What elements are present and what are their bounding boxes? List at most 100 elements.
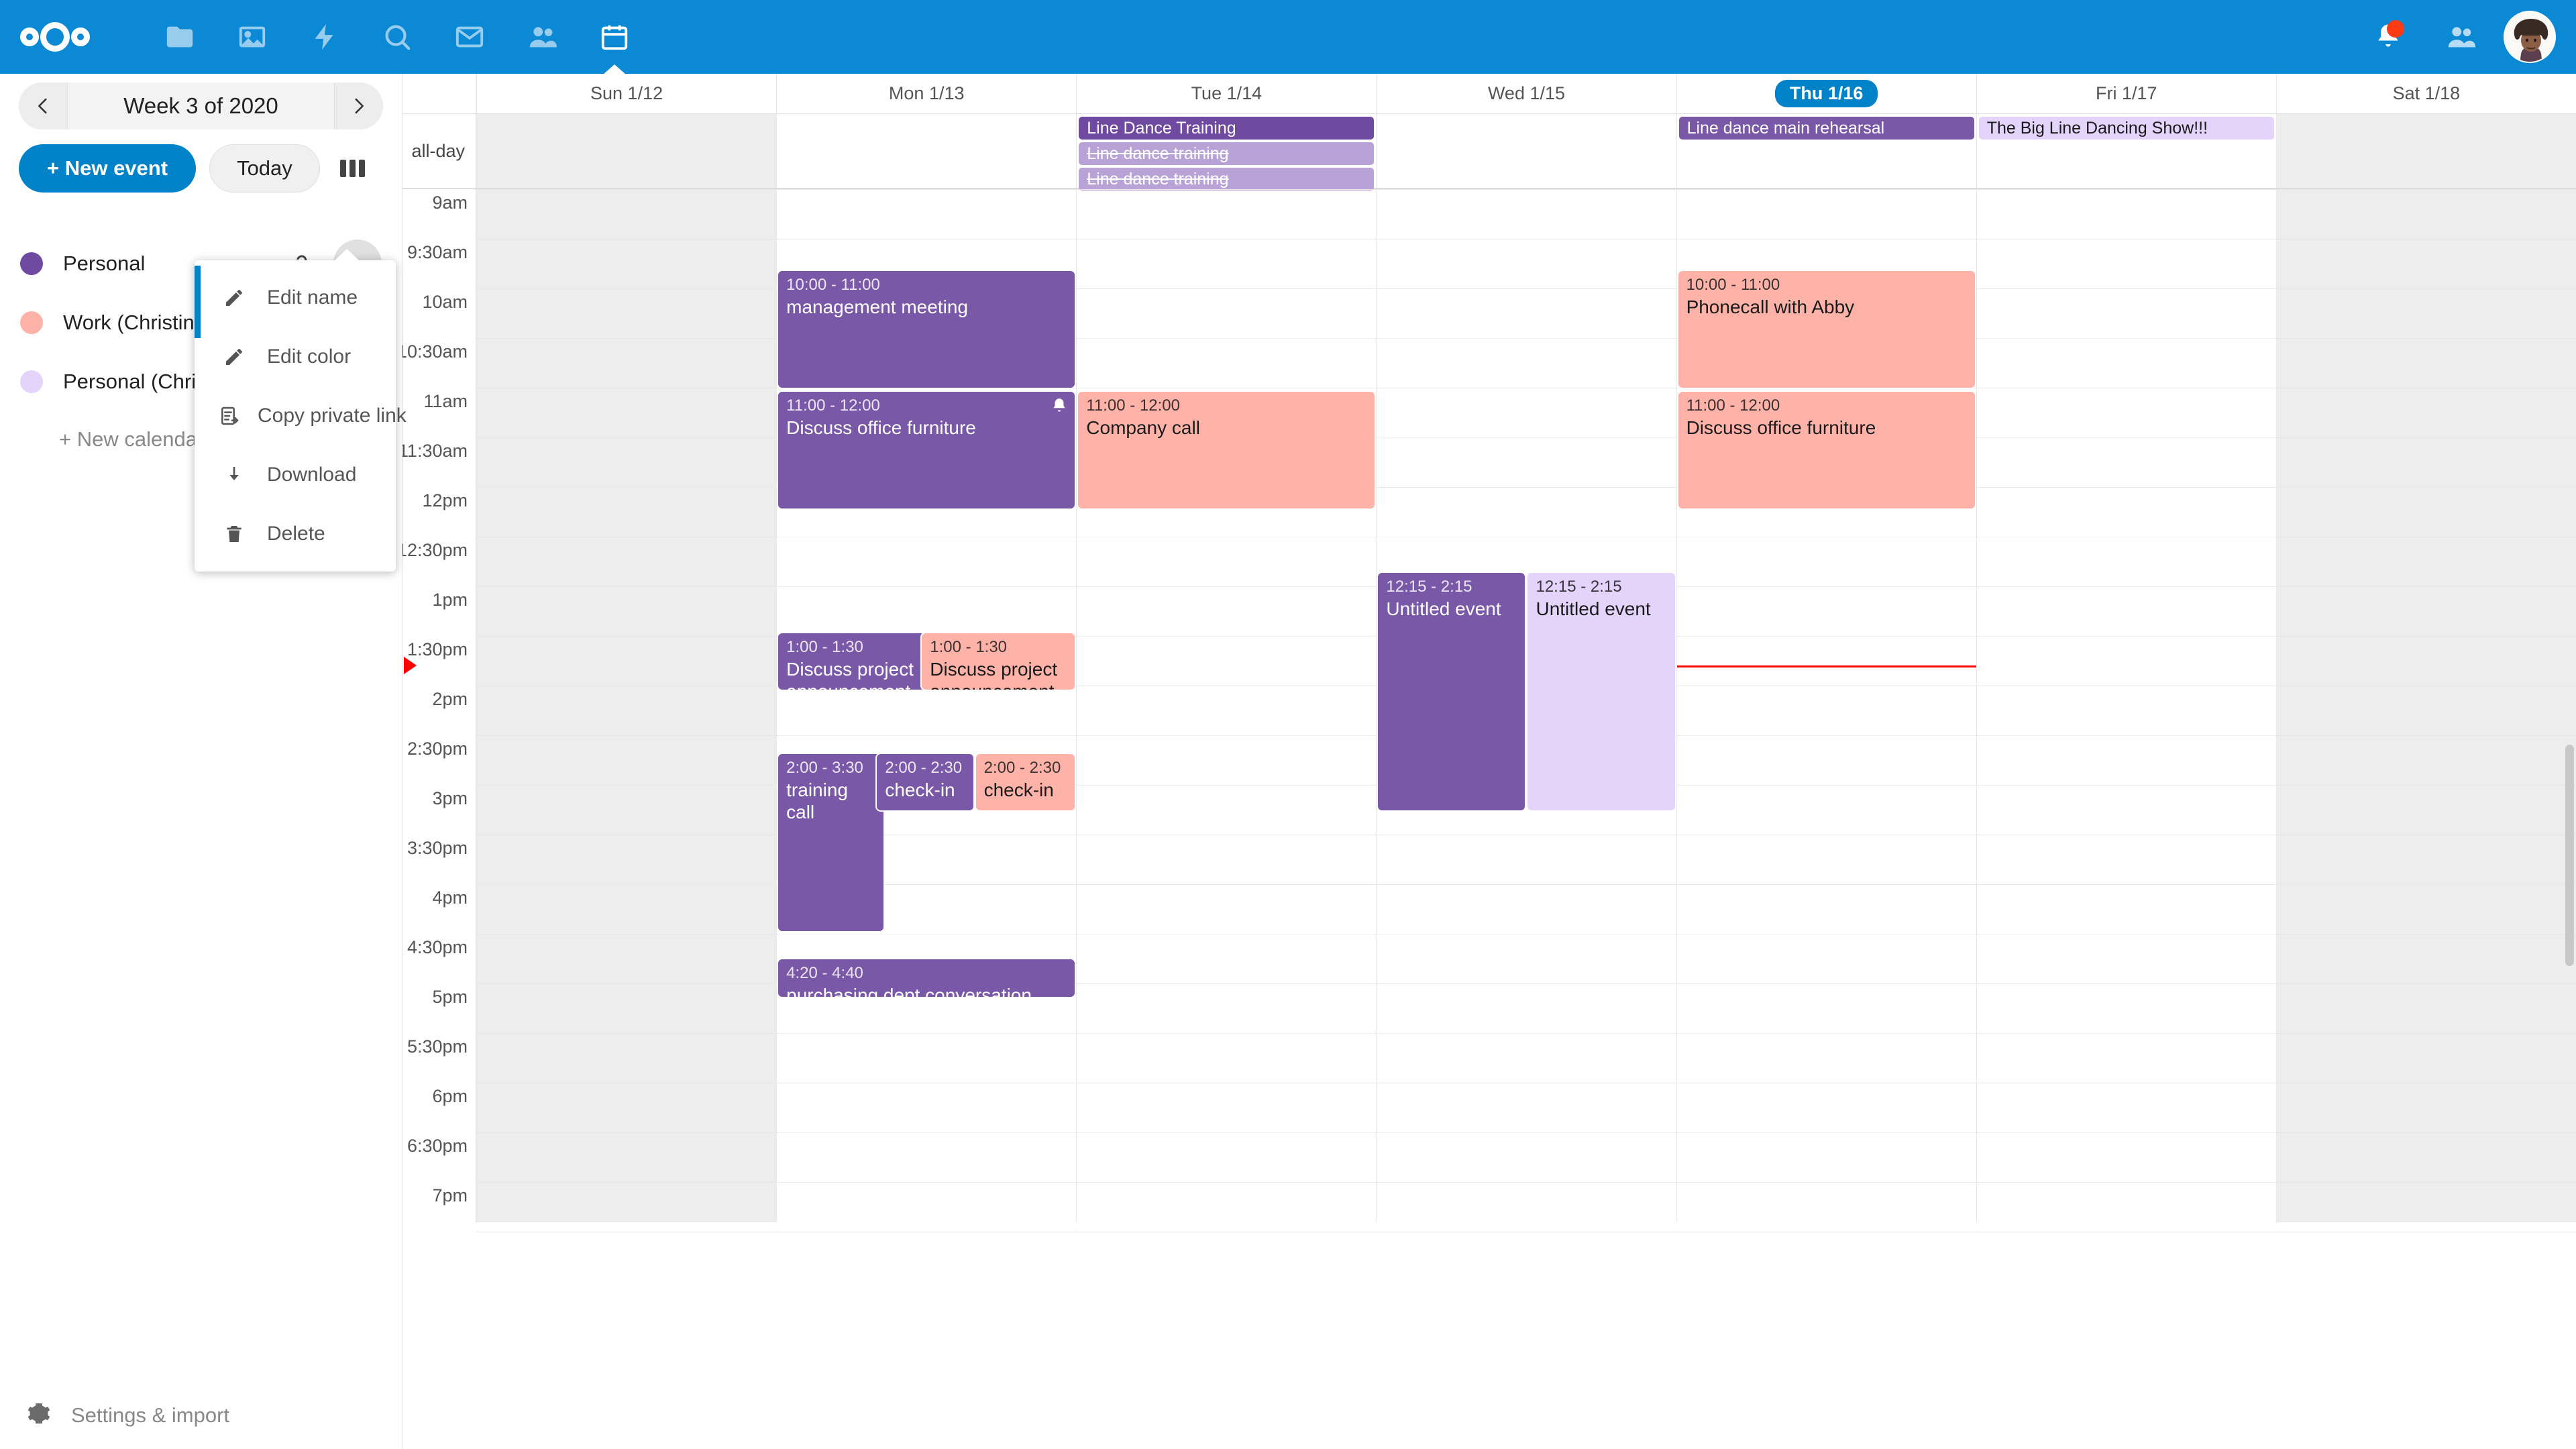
- day-column-5[interactable]: [1976, 189, 2276, 1232]
- calendar-event[interactable]: 11:00 - 12:00 Company call: [1077, 390, 1377, 510]
- grid-line: [477, 189, 777, 190]
- calendar-event[interactable]: 10:00 - 11:00 management meeting: [777, 270, 1077, 389]
- day-column-1[interactable]: 10:00 - 11:00 management meeting 11:00 - 1…: [776, 189, 1077, 1232]
- day-header-2[interactable]: Tue 1/14: [1076, 74, 1376, 113]
- avatar[interactable]: [2504, 11, 2556, 63]
- event-time: 2:00 - 2:30: [885, 759, 963, 777]
- day-header-5[interactable]: Fri 1/17: [1976, 74, 2276, 113]
- mail-icon[interactable]: [433, 0, 506, 74]
- all-day-event[interactable]: Line Dance Training: [1079, 117, 1375, 140]
- gear-icon: [27, 1401, 51, 1429]
- menu-item-download[interactable]: Download: [195, 445, 396, 504]
- files-icon[interactable]: [144, 0, 216, 74]
- new-event-button[interactable]: + New event: [19, 144, 197, 193]
- all-day-event[interactable]: Line dance training: [1079, 168, 1375, 191]
- nextcloud-logo[interactable]: [17, 21, 97, 52]
- day-header-0[interactable]: Sun 1/12: [476, 74, 776, 113]
- all-day-label: all-day: [402, 114, 476, 188]
- event-time: 1:00 - 1:30: [930, 638, 1008, 656]
- all-day-event[interactable]: Line dance main rehearsal: [1678, 117, 1974, 140]
- new-calendar-button[interactable]: + New calendar: [59, 427, 205, 451]
- grid-line: [777, 586, 1077, 587]
- day-header-3[interactable]: Wed 1/15: [1376, 74, 1676, 113]
- calendar-event[interactable]: 11:00 - 12:00 Discuss office furniture: [777, 390, 1077, 510]
- calendar-event[interactable]: 10:00 - 11:00 Phonecall with Abby: [1676, 270, 1976, 389]
- bell-icon[interactable]: [2352, 0, 2424, 74]
- settings-import-button[interactable]: Settings & import: [0, 1401, 402, 1429]
- calendar-event[interactable]: 2:00 - 2:30 check-in: [974, 753, 1077, 812]
- day-header-1[interactable]: Mon 1/13: [776, 74, 1076, 113]
- all-day-column-6[interactable]: [2275, 114, 2576, 188]
- grid-line: [1676, 1182, 1976, 1183]
- calendar-event[interactable]: 12:15 - 2:15 Untitled event: [1377, 572, 1527, 812]
- day-column-2[interactable]: 11:00 - 12:00 Company call: [1076, 189, 1377, 1232]
- grid-line: [2276, 884, 2576, 885]
- time-label: 6:30pm: [407, 1136, 468, 1156]
- all-day-event[interactable]: Line dance training: [1079, 142, 1375, 165]
- day-header-6[interactable]: Sat 1/18: [2275, 74, 2576, 113]
- all-day-column-4[interactable]: Line dance main rehearsal: [1676, 114, 1976, 188]
- calendar-event[interactable]: 2:00 - 2:30 check-in: [875, 753, 975, 812]
- calendar-event[interactable]: 4:20 - 4:40 purchasing dept conversation: [777, 958, 1077, 998]
- event-title: Discuss project announcement: [786, 658, 914, 690]
- grid-line: [1377, 288, 1676, 289]
- all-day-event[interactable]: The Big Line Dancing Show!!!: [1978, 117, 2274, 140]
- grid-line: [1676, 785, 1976, 786]
- today-button[interactable]: Today: [209, 144, 320, 193]
- calendar-event[interactable]: 11:00 - 12:00 Discuss office furniture: [1676, 390, 1976, 510]
- grid-line: [1976, 189, 2276, 190]
- day-header-row: Sun 1/12 Mon 1/13 Tue 1/14 Wed 1/15 Thu 1/16…: [402, 74, 2576, 114]
- calendar-item-personal-christine[interactable]: Personal (Christi: [0, 352, 402, 411]
- time-label: 2pm: [432, 689, 468, 709]
- grid-line: [1676, 884, 1976, 885]
- grid-line: [1377, 1033, 1676, 1034]
- time-label: 1:30pm: [407, 639, 468, 659]
- day-column-4[interactable]: 10:00 - 11:00 Phonecall with Abby 11:00 - …: [1676, 189, 1976, 1232]
- contacts-menu-icon[interactable]: [2424, 0, 2497, 74]
- contacts-icon[interactable]: [506, 0, 578, 74]
- event-time: 2:00 - 2:30: [983, 759, 1061, 777]
- all-day-column-3[interactable]: [1376, 114, 1676, 188]
- all-day-column-2[interactable]: Line Dance Training Line dance training Li…: [1076, 114, 1376, 191]
- all-day-column-0[interactable]: [476, 114, 777, 188]
- time-label: 9am: [432, 193, 468, 213]
- all-day-row: all-day Line Dance Training Line dance tr…: [402, 114, 2576, 191]
- day-label: Mon 1/13: [888, 83, 965, 103]
- photos-icon[interactable]: [216, 0, 288, 74]
- all-day-column-1[interactable]: [776, 114, 1076, 188]
- menu-item-edit-name[interactable]: Edit name: [195, 268, 396, 327]
- event-title: Discuss project announcement: [930, 658, 1058, 690]
- calendar-color-dot: [20, 252, 43, 275]
- all-day-column-5[interactable]: The Big Line Dancing Show!!!: [1976, 114, 2276, 188]
- calendar-event[interactable]: 1:00 - 1:30 Discuss project announcement: [777, 632, 945, 691]
- vertical-scrollbar[interactable]: [2565, 745, 2574, 966]
- day-column-3[interactable]: 12:15 - 2:15 Untitled event 12:15 - 2:15 Un…: [1376, 189, 1676, 1232]
- grid-line: [1976, 586, 2276, 587]
- grid-line: [1976, 437, 2276, 438]
- menu-item-delete[interactable]: Delete: [195, 504, 396, 564]
- grid-line: [1976, 636, 2276, 637]
- time-grid[interactable]: 9am 9:30am 10am 10:30am 11am 11:30am 12pm 12:30…: [402, 189, 2576, 1449]
- calendar-event[interactable]: 2:00 - 3:30 training call: [777, 753, 885, 932]
- current-period-title[interactable]: Week 3 of 2020: [67, 83, 335, 129]
- prev-week-button[interactable]: [19, 83, 67, 129]
- calendar-event[interactable]: 12:15 - 2:15 Untitled event: [1526, 572, 1676, 812]
- grid-line: [477, 1033, 777, 1034]
- day-column-6[interactable]: [2275, 189, 2576, 1232]
- day-header-4[interactable]: Thu 1/16: [1676, 74, 1976, 113]
- calendar-icon[interactable]: [578, 0, 651, 74]
- activity-icon[interactable]: [288, 0, 361, 74]
- search-icon[interactable]: [361, 0, 433, 74]
- week-view-icon[interactable]: [339, 156, 367, 181]
- grid-line: [477, 785, 777, 786]
- grid-line: [2276, 586, 2576, 587]
- grid-line: [1676, 1132, 1976, 1133]
- calendar-event[interactable]: 1:00 - 1:30 Discuss project announcement: [920, 632, 1077, 691]
- menu-item-copy-private-link[interactable]: Copy private link: [195, 386, 407, 445]
- grid-line: [2276, 437, 2576, 438]
- menu-item-edit-color[interactable]: Edit color: [195, 327, 396, 386]
- header-right-actions: [2352, 0, 2576, 74]
- next-week-button[interactable]: [335, 83, 383, 129]
- time-label: 4pm: [432, 888, 468, 908]
- day-column-0[interactable]: [476, 189, 777, 1232]
